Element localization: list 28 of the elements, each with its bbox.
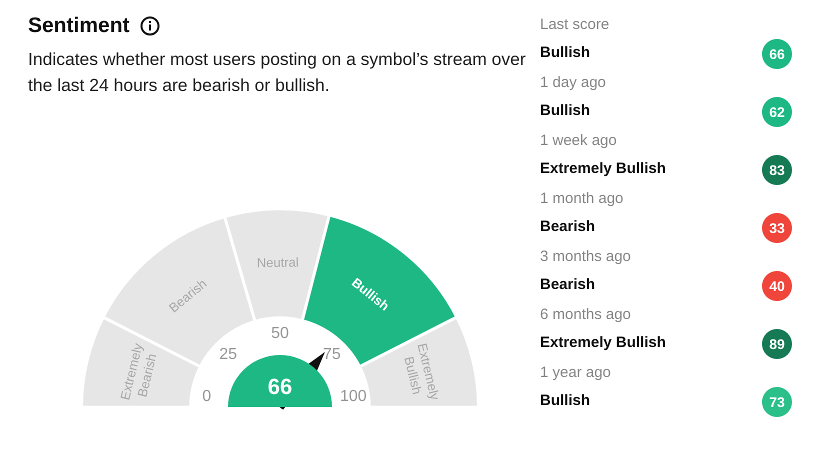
score-badge: 66: [762, 39, 792, 69]
text: 100: [338, 388, 368, 406]
text: Bearish: [540, 276, 596, 293]
score-badge: 83: [762, 155, 792, 185]
text: 1 day ago: [540, 74, 606, 91]
chart-subtitle: Indicates whether most users posting on a symbol’s stream over the last 24 hours are bearish or bullish.: [28, 48, 527, 97]
text: Bullish: [540, 392, 590, 409]
slice-label: Extremely Bullish: [401, 342, 443, 402]
text: Bullish: [540, 44, 590, 61]
score-badge: 73: [762, 387, 792, 417]
text: 0: [201, 388, 212, 406]
text: 1 month ago: [540, 190, 624, 207]
chart-title: Sentiment: [28, 14, 130, 38]
score-badge: 62: [762, 97, 792, 127]
text: Extremely Bullish: [540, 334, 666, 351]
score-badge: 89: [762, 329, 792, 359]
text: 6 months ago: [540, 306, 631, 323]
slice-label: Neutral: [256, 254, 299, 270]
text: Bearish: [540, 218, 596, 235]
text: 1 year ago: [540, 364, 611, 381]
text: Extremely Bullish: [540, 160, 666, 177]
text: 1 week ago: [540, 132, 617, 149]
score-badge: 40: [762, 271, 792, 301]
text: 50: [270, 324, 290, 343]
text: Bullish: [540, 102, 590, 119]
text: Last score: [540, 16, 610, 33]
text: 3 months ago: [540, 248, 631, 265]
score-badge: 33: [762, 213, 792, 243]
